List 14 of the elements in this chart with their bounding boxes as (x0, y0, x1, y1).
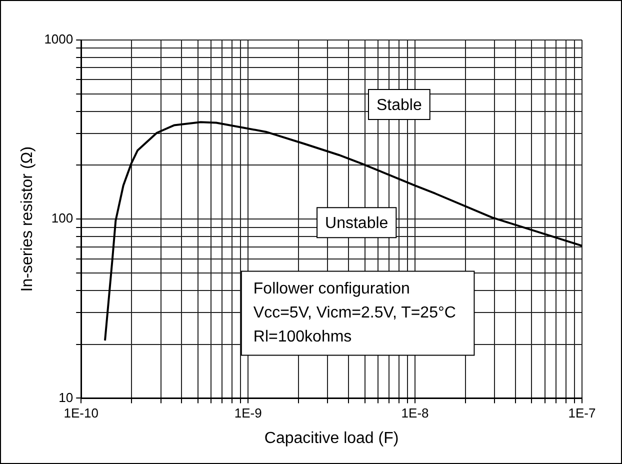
annotation: Vcc=5V, Vicm=2.5V, T=25°C (253, 304, 456, 322)
y-tick-label: 1000 (44, 32, 74, 47)
y-axis-title: In-series resistor (Ω) (19, 146, 36, 292)
x-tick-label: 1E-8 (401, 406, 429, 421)
annotation: Stable (376, 96, 422, 114)
annotation: Follower configuration (253, 280, 410, 298)
x-tick-label: 1E-10 (64, 406, 98, 421)
x-tick-label: 1E-7 (568, 406, 596, 421)
annotation: Rl=100kohms (253, 328, 352, 346)
y-tick-label: 100 (51, 210, 74, 226)
x-axis-title: Capacitive load (F) (264, 430, 399, 447)
x-tick-label: 1E-9 (234, 406, 262, 421)
y-tick-label: 10 (58, 390, 74, 405)
annotation: Unstable (325, 215, 388, 232)
